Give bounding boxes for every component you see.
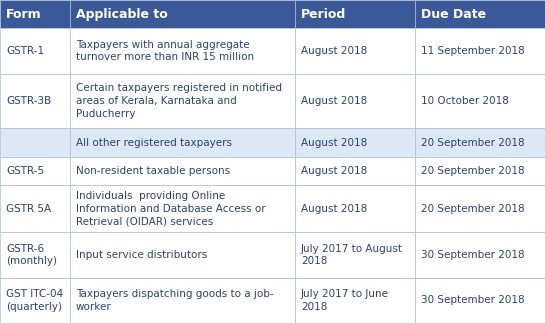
Bar bbox=[295, 278, 415, 323]
Bar bbox=[0, 185, 70, 232]
Bar bbox=[0, 129, 70, 157]
Text: August 2018: August 2018 bbox=[301, 204, 367, 214]
Text: Individuals  providing Online
Information and Database Access or
Retrieval (OIDA: Individuals providing Online Information… bbox=[76, 191, 265, 226]
Bar bbox=[295, 74, 415, 129]
Text: Applicable to: Applicable to bbox=[76, 8, 168, 21]
Bar bbox=[295, 185, 415, 232]
Bar bbox=[415, 278, 545, 323]
Text: 20 September 2018: 20 September 2018 bbox=[421, 166, 525, 176]
Text: GSTR 5A: GSTR 5A bbox=[6, 204, 51, 214]
Bar bbox=[70, 74, 295, 129]
Text: GST ITC-04
(quarterly): GST ITC-04 (quarterly) bbox=[6, 289, 63, 312]
Bar bbox=[70, 278, 295, 323]
Bar bbox=[415, 0, 545, 28]
Text: Input service distributors: Input service distributors bbox=[76, 250, 207, 260]
Bar bbox=[70, 129, 295, 157]
Bar bbox=[415, 185, 545, 232]
Bar bbox=[0, 28, 70, 74]
Bar bbox=[415, 74, 545, 129]
Bar bbox=[295, 0, 415, 28]
Text: August 2018: August 2018 bbox=[301, 166, 367, 176]
Text: 30 September 2018: 30 September 2018 bbox=[421, 295, 525, 305]
Bar bbox=[295, 28, 415, 74]
Text: GSTR-3B: GSTR-3B bbox=[6, 96, 51, 106]
Text: August 2018: August 2018 bbox=[301, 96, 367, 106]
Bar bbox=[0, 232, 70, 278]
Bar bbox=[0, 157, 70, 185]
Text: August 2018: August 2018 bbox=[301, 46, 367, 56]
Bar bbox=[70, 28, 295, 74]
Bar bbox=[70, 185, 295, 232]
Bar bbox=[415, 157, 545, 185]
Text: 20 September 2018: 20 September 2018 bbox=[421, 138, 525, 148]
Bar bbox=[415, 28, 545, 74]
Bar bbox=[0, 74, 70, 129]
Text: Form: Form bbox=[6, 8, 41, 21]
Bar bbox=[70, 157, 295, 185]
Bar bbox=[295, 129, 415, 157]
Text: GSTR-5: GSTR-5 bbox=[6, 166, 44, 176]
Bar bbox=[295, 157, 415, 185]
Text: 11 September 2018: 11 September 2018 bbox=[421, 46, 525, 56]
Text: All other registered taxpayers: All other registered taxpayers bbox=[76, 138, 232, 148]
Bar bbox=[415, 232, 545, 278]
Text: GSTR-1: GSTR-1 bbox=[6, 46, 44, 56]
Text: 20 September 2018: 20 September 2018 bbox=[421, 204, 525, 214]
Bar bbox=[415, 129, 545, 157]
Text: 30 September 2018: 30 September 2018 bbox=[421, 250, 525, 260]
Text: August 2018: August 2018 bbox=[301, 138, 367, 148]
Text: 10 October 2018: 10 October 2018 bbox=[421, 96, 509, 106]
Text: Due Date: Due Date bbox=[421, 8, 486, 21]
Text: July 2017 to August
2018: July 2017 to August 2018 bbox=[301, 244, 403, 266]
Text: Taxpayers with annual aggregate
turnover more than INR 15 million: Taxpayers with annual aggregate turnover… bbox=[76, 40, 254, 62]
Bar bbox=[295, 232, 415, 278]
Text: Non-resident taxable persons: Non-resident taxable persons bbox=[76, 166, 230, 176]
Text: Taxpayers dispatching goods to a job-
worker: Taxpayers dispatching goods to a job- wo… bbox=[76, 289, 274, 312]
Bar bbox=[0, 278, 70, 323]
Text: July 2017 to June
2018: July 2017 to June 2018 bbox=[301, 289, 389, 312]
Text: GSTR-6
(monthly): GSTR-6 (monthly) bbox=[6, 244, 57, 266]
Text: Period: Period bbox=[301, 8, 346, 21]
Text: Certain taxpayers registered in notified
areas of Kerala, Karnataka and
Puducher: Certain taxpayers registered in notified… bbox=[76, 83, 282, 119]
Bar bbox=[0, 0, 70, 28]
Bar bbox=[70, 0, 295, 28]
Bar bbox=[70, 232, 295, 278]
